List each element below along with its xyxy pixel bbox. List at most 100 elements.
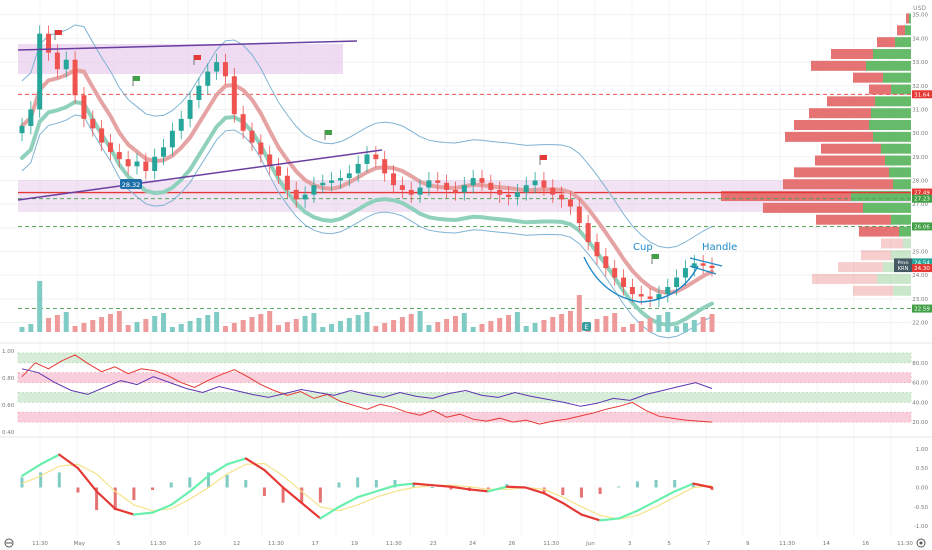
candle-body bbox=[63, 59, 69, 70]
momentum-line-segment bbox=[207, 463, 229, 477]
volume-bar bbox=[373, 326, 379, 332]
volume-bar bbox=[346, 318, 352, 332]
trendline-middle[interactable] bbox=[17, 149, 383, 201]
bollinger-lower-band bbox=[21, 114, 713, 339]
price-tag-box bbox=[912, 258, 932, 267]
volume-bar bbox=[399, 317, 405, 332]
trendline-top[interactable] bbox=[17, 40, 358, 51]
volume-bar bbox=[452, 316, 458, 332]
volume-bar bbox=[214, 312, 220, 332]
volume-profile-bar-buy bbox=[877, 273, 911, 284]
candle-body bbox=[585, 223, 591, 243]
candle-body bbox=[594, 242, 600, 257]
volume-profile-bar-buy bbox=[885, 155, 911, 166]
momentum-main-line bbox=[20, 453, 714, 522]
histogram-bar bbox=[76, 487, 80, 493]
volume-bar bbox=[700, 317, 706, 332]
earnings-icon[interactable]: E bbox=[582, 322, 591, 331]
oscillator-band bbox=[17, 392, 912, 403]
time-tick-label: 12 bbox=[233, 541, 240, 547]
volume-bar bbox=[435, 322, 441, 332]
histogram-bar bbox=[710, 487, 714, 491]
handle-lines[interactable] bbox=[689, 257, 723, 275]
candle-body bbox=[249, 130, 255, 143]
volume-profile-bar-sell bbox=[721, 191, 851, 202]
histogram-bar bbox=[262, 487, 266, 497]
volume-profile-bar-sell bbox=[815, 155, 885, 166]
volume-bar bbox=[364, 312, 370, 332]
volume-profile-bar-sell bbox=[794, 120, 869, 131]
momentum-line-segment bbox=[114, 507, 135, 516]
momentum-line-segment bbox=[654, 490, 676, 503]
momentum-line-segment bbox=[599, 517, 620, 522]
volume-profile-bar-buy bbox=[889, 167, 911, 178]
candle-body bbox=[373, 154, 379, 160]
settings-icon[interactable] bbox=[916, 538, 926, 548]
cup-arc[interactable] bbox=[583, 256, 699, 303]
price-tag-prefix-box bbox=[894, 264, 912, 273]
histogram-bar bbox=[598, 487, 602, 495]
candle-body bbox=[46, 33, 52, 53]
candle-body bbox=[514, 192, 520, 198]
volume-profile-bar-sell bbox=[897, 25, 905, 36]
time-tick-label: 11:30 bbox=[268, 541, 284, 547]
time-tick-label: 11:30 bbox=[150, 541, 166, 547]
handle-label: Handle bbox=[702, 242, 737, 253]
momentum-line-segment bbox=[132, 511, 154, 516]
volume-bar bbox=[99, 317, 105, 332]
volume-bar bbox=[612, 313, 618, 332]
cup-label: Cup bbox=[633, 242, 653, 253]
volume-profile-bar-sell bbox=[811, 60, 866, 71]
volume-bar bbox=[444, 319, 450, 332]
candle-body bbox=[125, 159, 131, 167]
momentum-line-segment bbox=[356, 490, 378, 499]
candle-body bbox=[665, 287, 671, 295]
time-tick-label: 11:30 bbox=[543, 541, 559, 547]
candle-body bbox=[461, 185, 467, 193]
price-tag-box bbox=[912, 194, 932, 203]
candle-body bbox=[382, 159, 388, 174]
candle-body bbox=[550, 187, 556, 195]
volume-bar bbox=[382, 323, 388, 332]
oscillator-purple-line bbox=[21, 368, 713, 407]
volume-bar bbox=[19, 327, 25, 332]
momentum-line-segment bbox=[151, 503, 173, 514]
volume-bar bbox=[576, 295, 582, 332]
oscillator-band bbox=[17, 352, 912, 364]
volume-bar bbox=[691, 320, 697, 332]
price-tick-label: 34.00 bbox=[912, 36, 928, 42]
histogram-bar bbox=[337, 482, 341, 488]
momentum-line-segment bbox=[300, 501, 322, 520]
main-price-axis: 35.00 34.00 33.00 32.00 31.00 30.00 29.00 28.00… bbox=[912, 13, 928, 327]
candle-body bbox=[647, 296, 653, 299]
candle-body bbox=[240, 114, 246, 131]
volume-profile-bar-buy bbox=[899, 226, 911, 237]
candle-body bbox=[355, 163, 361, 174]
volume-bar bbox=[665, 312, 671, 332]
momentum-line-segment bbox=[39, 453, 61, 466]
volume-profile-bar-buy bbox=[883, 72, 911, 83]
main-pane: Cup Handle 28.32 E USD 35.00 34.00 33.00 32… bbox=[0, 5, 932, 339]
momentum-line-segment bbox=[393, 482, 415, 487]
time-tick-label: 26 bbox=[508, 541, 515, 547]
time-tick-label: 11:30 bbox=[779, 541, 795, 547]
histogram-bar bbox=[318, 487, 322, 503]
volume-profile-bar-sell bbox=[838, 262, 883, 273]
oscillator-pane: 80.00 60.00 40.00 20.00 1.00 0.80 0.60 0.40 bbox=[2, 349, 928, 436]
volume-bar bbox=[81, 323, 87, 332]
candle-body bbox=[205, 71, 211, 86]
histogram-bar bbox=[579, 487, 583, 498]
zoom-icon[interactable] bbox=[4, 538, 14, 548]
candle-body bbox=[523, 185, 529, 193]
time-tick-label: May bbox=[74, 541, 86, 547]
volume-bar bbox=[479, 324, 485, 332]
candle-body bbox=[116, 152, 122, 160]
candle-body bbox=[682, 268, 688, 278]
volume-profile-bar-sell bbox=[821, 143, 881, 154]
candle-body bbox=[143, 161, 149, 171]
momentum-line-segment bbox=[487, 485, 508, 493]
oscillator-tick-label: 40.00 bbox=[912, 400, 928, 406]
volume-bar bbox=[408, 314, 414, 332]
volume-bar bbox=[205, 315, 211, 332]
